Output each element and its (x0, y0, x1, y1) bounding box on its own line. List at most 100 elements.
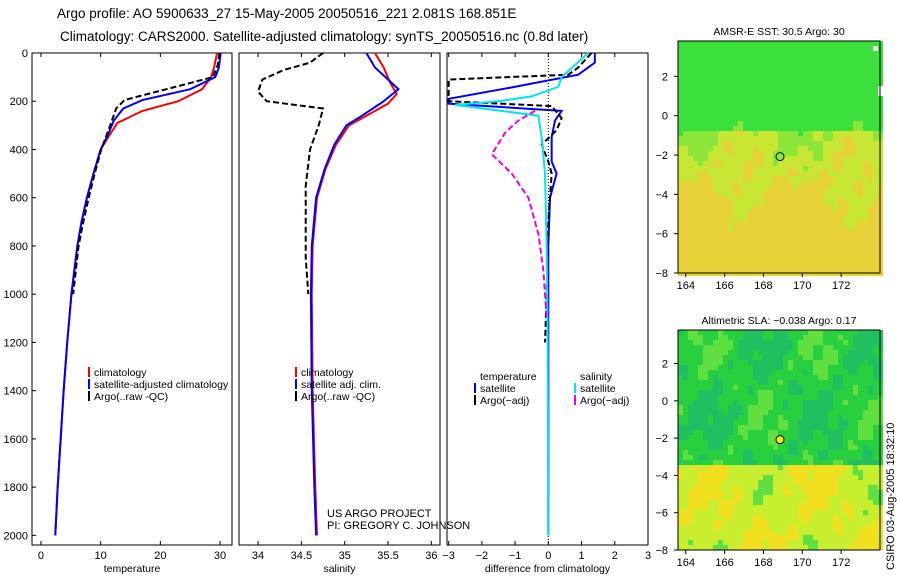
legend-label: satellite (580, 383, 616, 395)
map-cell (718, 420, 723, 425)
map-cell (693, 166, 698, 171)
map-cell (743, 470, 748, 475)
map-cell (688, 450, 693, 455)
map-cell (763, 475, 768, 480)
map-cell (773, 166, 778, 171)
map-cell (733, 41, 738, 46)
map-cell (678, 400, 683, 405)
map-cell (728, 405, 733, 410)
map-cell (688, 161, 693, 166)
map-cell (818, 46, 823, 51)
map-cell (763, 435, 768, 440)
map-cell (738, 126, 743, 131)
map-cell (723, 146, 728, 151)
map-cell (798, 410, 803, 415)
map-cell (823, 485, 828, 490)
map-cell (803, 340, 808, 345)
map-cell (763, 186, 768, 191)
map-cell (863, 375, 868, 380)
map-cell (763, 360, 768, 365)
map-cell (678, 395, 683, 400)
map-cell (698, 196, 703, 201)
map-cell (678, 256, 683, 261)
map-cell (818, 156, 823, 161)
map-cell (778, 495, 783, 500)
map-cell (848, 355, 853, 360)
map-cell (703, 166, 708, 171)
map-cell (853, 221, 858, 226)
map-cell (683, 380, 688, 385)
map-cell (713, 385, 718, 390)
map-cell (873, 415, 878, 420)
map-cell (823, 191, 828, 196)
map-cell (868, 81, 873, 86)
map-cell (718, 430, 723, 435)
map-cell (868, 131, 873, 136)
map-cell (788, 475, 793, 480)
map-cell (783, 236, 788, 241)
map-cell (813, 520, 818, 525)
map-cell (763, 241, 768, 246)
map-cell (778, 500, 783, 505)
map-cell (768, 196, 773, 201)
map-cell (873, 335, 878, 340)
map-cell (808, 440, 813, 445)
map-cell (823, 415, 828, 420)
map-cell (858, 171, 863, 176)
map-cell (803, 545, 808, 550)
map-cell (848, 450, 853, 455)
map-cell (853, 525, 858, 530)
map-cell (683, 435, 688, 440)
map-cell (733, 71, 738, 76)
map-cell (703, 111, 708, 116)
map-cell (758, 221, 763, 226)
map-cell (798, 156, 803, 161)
map-cell (868, 475, 873, 480)
map-cell (803, 151, 808, 156)
map-cell (718, 86, 723, 91)
map-cell (818, 141, 823, 146)
map-cell (833, 475, 838, 480)
map-cell (693, 101, 698, 106)
map-cell (753, 156, 758, 161)
map-cell (753, 390, 758, 395)
map-cell (763, 495, 768, 500)
map-cell (713, 370, 718, 375)
map-cell (708, 201, 713, 206)
map-cell (788, 370, 793, 375)
map-cell (833, 500, 838, 505)
map-cell (838, 525, 843, 530)
map-cell (858, 545, 863, 550)
map-cell (853, 350, 858, 355)
map-cell (848, 455, 853, 460)
map-cell (823, 490, 828, 495)
map-cell (683, 465, 688, 470)
map-cell (808, 106, 813, 111)
map-cell (678, 261, 683, 266)
map-cell (743, 430, 748, 435)
map-cell (753, 246, 758, 251)
map-cell (853, 111, 858, 116)
map-cell (828, 141, 833, 146)
map-cell (803, 505, 808, 510)
map-cell (818, 330, 823, 335)
map-cell (718, 340, 723, 345)
map-cell (783, 515, 788, 520)
map-cell (708, 186, 713, 191)
map-cell (688, 261, 693, 266)
map-cell (798, 256, 803, 261)
map-cell (698, 41, 703, 46)
map-cell (683, 390, 688, 395)
map-cell (713, 520, 718, 525)
map-cell (738, 161, 743, 166)
map-cell (838, 246, 843, 251)
map-cell (738, 340, 743, 345)
map-cell (803, 146, 808, 151)
map-cell (818, 445, 823, 450)
map-cell (743, 475, 748, 480)
map-cell (858, 186, 863, 191)
map-cell (753, 430, 758, 435)
map-cell (778, 91, 783, 96)
map-cell (683, 141, 688, 146)
map-cell (778, 106, 783, 111)
